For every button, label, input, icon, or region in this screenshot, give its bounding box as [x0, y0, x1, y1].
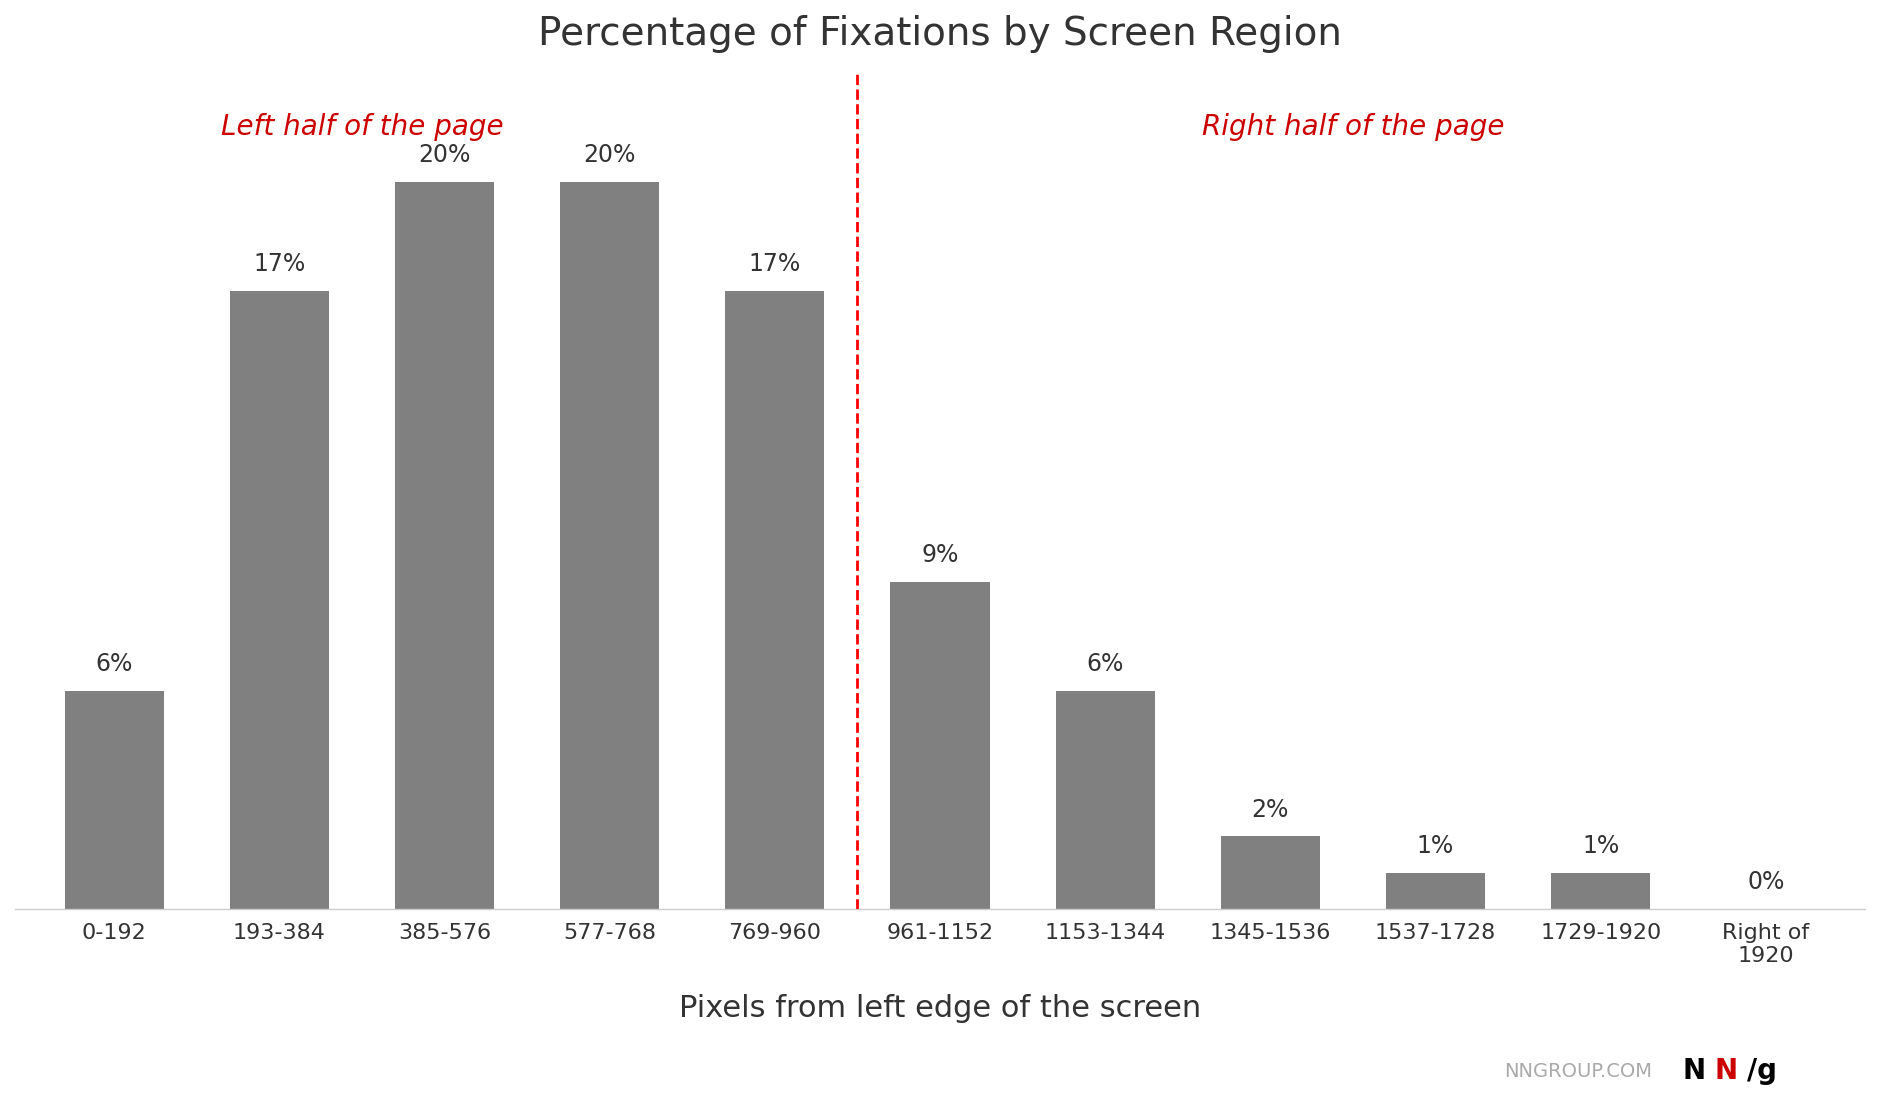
Title: Percentage of Fixations by Screen Region: Percentage of Fixations by Screen Region	[538, 15, 1342, 52]
Text: 0%: 0%	[1747, 870, 1784, 894]
X-axis label: Pixels from left edge of the screen: Pixels from left edge of the screen	[679, 994, 1201, 1023]
Bar	[395, 182, 494, 910]
Text: NNGROUP.COM: NNGROUP.COM	[1504, 1061, 1653, 1081]
Text: N: N	[1715, 1057, 1737, 1086]
Text: 20%: 20%	[583, 143, 635, 167]
Bar	[229, 291, 329, 910]
Text: 17%: 17%	[254, 252, 305, 277]
Text: 17%: 17%	[748, 252, 801, 277]
Text: Right half of the page: Right half of the page	[1201, 114, 1504, 142]
Text: 9%: 9%	[921, 543, 959, 567]
Bar	[1057, 691, 1154, 910]
Text: 20%: 20%	[417, 143, 470, 167]
Text: N: N	[1683, 1057, 1705, 1086]
Text: 6%: 6%	[1087, 653, 1124, 676]
Bar	[1551, 873, 1651, 910]
Text: 2%: 2%	[1252, 798, 1290, 821]
Bar	[726, 291, 823, 910]
Text: 6%: 6%	[96, 653, 133, 676]
Bar	[64, 691, 164, 910]
Bar	[560, 182, 660, 910]
Text: 1%: 1%	[1418, 834, 1453, 858]
Bar	[1220, 836, 1320, 910]
Bar	[891, 581, 989, 910]
Text: Left half of the page: Left half of the page	[220, 114, 504, 142]
Text: 1%: 1%	[1583, 834, 1619, 858]
Bar	[1386, 873, 1485, 910]
Text: /g: /g	[1747, 1057, 1777, 1086]
